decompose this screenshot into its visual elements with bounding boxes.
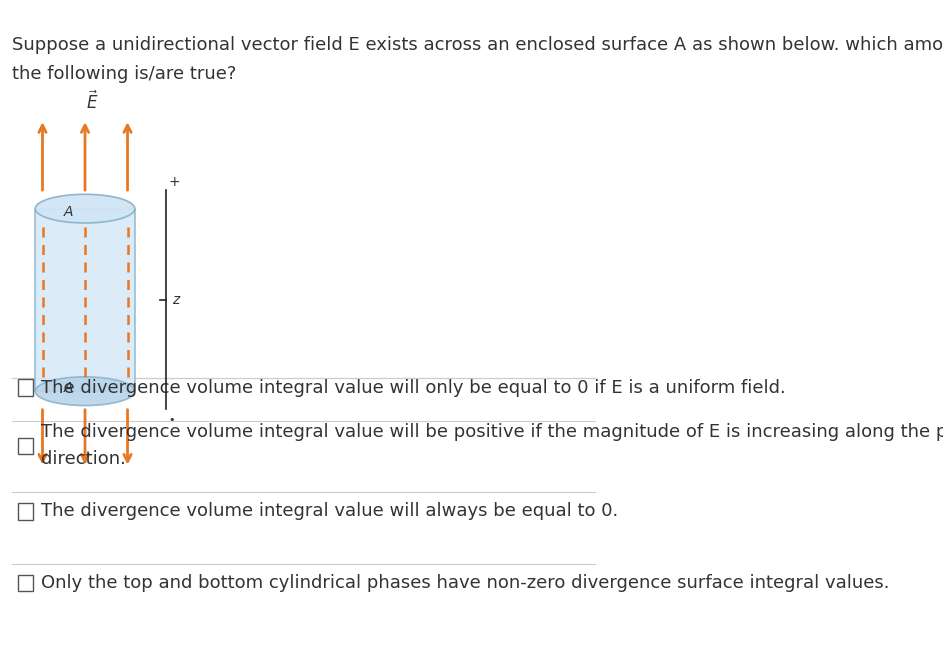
Text: The divergence volume integral value will be positive if the magnitude of E is i: The divergence volume integral value wil… [41, 423, 943, 441]
Text: +: + [169, 175, 180, 189]
Text: A: A [63, 381, 73, 395]
Text: direction.: direction. [41, 451, 126, 468]
Text: Suppose a unidirectional vector field E exists across an enclosed surface A as s: Suppose a unidirectional vector field E … [12, 36, 943, 54]
Text: The divergence volume integral value will always be equal to 0.: The divergence volume integral value wil… [41, 503, 619, 520]
Text: z: z [172, 293, 179, 307]
Ellipse shape [35, 377, 135, 406]
Text: A: A [63, 205, 73, 219]
Text: •: • [169, 415, 175, 424]
Text: the following is/are true?: the following is/are true? [12, 65, 237, 83]
Polygon shape [35, 209, 135, 391]
Text: The divergence volume integral value will only be equal to 0 if E is a uniform f: The divergence volume integral value wil… [41, 379, 786, 396]
Text: Only the top and bottom cylindrical phases have non-zero divergence surface inte: Only the top and bottom cylindrical phas… [41, 574, 890, 592]
Ellipse shape [35, 194, 135, 223]
Text: $\vec{E}$: $\vec{E}$ [86, 91, 98, 113]
